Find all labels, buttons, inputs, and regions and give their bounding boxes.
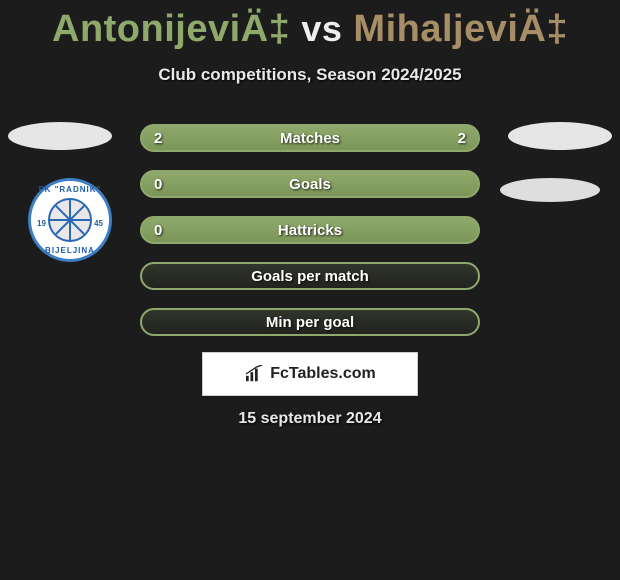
date-text: 15 september 2024 (0, 410, 620, 428)
player2-name: MihaljeviÄ‡ (353, 8, 568, 50)
source-text: FcTables.com (270, 365, 376, 383)
player1-club-badge: FK "RADNIK" BIJELJINA 19 45 (28, 178, 112, 262)
stat-bar-goals-per-match: Goals per match (140, 262, 480, 290)
player2-club-placeholder (500, 178, 600, 202)
badge-year-left: 19 (37, 219, 46, 228)
stat-bar-goals: 0 Goals (140, 170, 480, 198)
badge-text-top: FK "RADNIK" (31, 185, 109, 194)
player2-photo-placeholder (508, 122, 612, 150)
stat-label: Matches (280, 130, 340, 147)
player1-photo-placeholder (8, 122, 112, 150)
badge-year-right: 45 (94, 219, 103, 228)
source-badge[interactable]: FcTables.com (202, 352, 418, 396)
subtitle: Club competitions, Season 2024/2025 (0, 65, 620, 85)
stat-label: Goals (289, 176, 331, 193)
badge-ball-icon (48, 198, 92, 242)
stat-label: Hattricks (278, 222, 342, 239)
comparison-title: AntonijeviÄ‡ vs MihaljeviÄ‡ (0, 0, 620, 51)
vs-text: vs (301, 8, 342, 49)
stat-bar-hattricks: 0 Hattricks (140, 216, 480, 244)
badge-text-bottom: BIJELJINA (31, 246, 109, 255)
chart-icon (244, 365, 266, 383)
stat-label: Goals per match (251, 268, 369, 285)
stat-value-left: 0 (154, 222, 162, 239)
stat-bar-matches: 2 Matches 2 (140, 124, 480, 152)
stat-value-left: 0 (154, 176, 162, 193)
player1-name: AntonijeviÄ‡ (52, 8, 290, 50)
stat-bars: 2 Matches 2 0 Goals 0 Hattricks Goals pe… (140, 124, 480, 354)
stat-bar-min-per-goal: Min per goal (140, 308, 480, 336)
stat-label: Min per goal (266, 314, 354, 331)
stat-value-left: 2 (154, 130, 162, 147)
stat-value-right: 2 (458, 130, 466, 147)
